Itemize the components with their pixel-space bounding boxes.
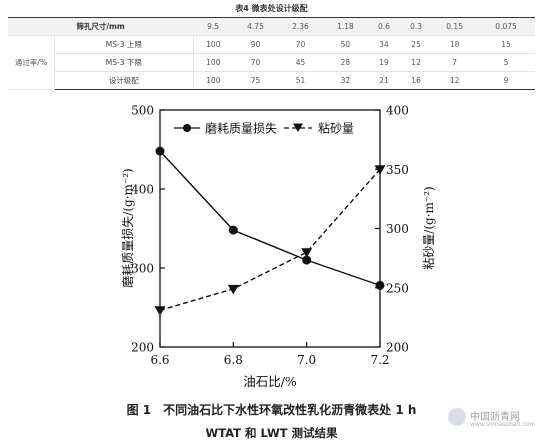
x-tick-label: 6.8 [224, 353, 243, 367]
table-cell: 70 [233, 53, 278, 72]
table-cell: 19 [367, 53, 401, 72]
y-axis-left-label: 磨耗质量损失/(g·m⁻²) [120, 168, 135, 287]
y-right-tick-label: 200 [386, 341, 409, 355]
data-point-sand-adhesion [227, 284, 239, 295]
watermark-logo-icon [448, 408, 466, 426]
header-cell: 2.36 [277, 17, 323, 36]
passing-rate-label: 通过率/% [8, 35, 55, 90]
table-cell: 5 [477, 53, 535, 72]
table-cell: 12 [432, 71, 478, 90]
row-label: 设计级配 [54, 71, 194, 90]
table-cell: 100 [193, 53, 234, 72]
x-axis-label: 油石比/% [243, 374, 297, 389]
data-point-sand-adhesion [301, 248, 313, 258]
watermark: 中国沥青网 www.sinoasphalt.com [448, 408, 540, 430]
y-left-tick-label: 400 [131, 183, 154, 197]
y-right-tick-label: 400 [386, 104, 409, 118]
table-cell: 51 [277, 71, 323, 90]
data-point-abrasion-loss [155, 146, 165, 156]
table-cell: 32 [322, 71, 368, 90]
legend-label-loss: 磨耗质量损失 [205, 121, 277, 136]
table-caption: 表4 微表处设计级配 [235, 4, 308, 13]
row-label: MS-3 上限 [54, 35, 194, 54]
y-right-tick-label: 300 [386, 222, 409, 236]
header-cell: 9.5 [193, 17, 234, 36]
legend: 磨耗质量损失 粘砂量 [174, 121, 354, 136]
table-row: 通过率/% MS-3 上限 100 90 70 50 34 25 18 15 [8, 35, 535, 90]
plot-frame [159, 109, 381, 348]
header-cell: 1.18 [322, 17, 368, 36]
table-cell: 9 [477, 71, 535, 90]
header-cell: 0.6 [367, 17, 401, 36]
figure-caption-line-2: WTAT 和 LWT 测试结果 [205, 426, 338, 440]
x-tick-label: 6.6 [150, 353, 169, 367]
y-left-tick-label: 300 [131, 262, 154, 276]
table-cell: 18 [432, 35, 478, 54]
figure-caption: 图 1 不同油石比下水性环氧改性乳化沥青微表处 1 h [126, 403, 417, 417]
header-cell: 4.75 [233, 17, 278, 36]
series-line-abrasion-loss [159, 150, 381, 287]
data-point-abrasion-loss [228, 225, 238, 235]
table-row: MS-3 下限 100 70 45 28 19 12 7 5 [8, 53, 535, 72]
x-tick-label: 7.0 [297, 353, 316, 367]
table-cell: 12 [400, 53, 433, 72]
table-cell: 100 [193, 71, 234, 90]
table-row: 设计级配 100 75 51 32 21 16 12 9 [8, 71, 535, 90]
y-left-tick-label: 500 [131, 104, 154, 118]
data-point-sand-adhesion [154, 306, 166, 316]
y-axis-right-label: 粘砂量/(g·m⁻²) [421, 186, 436, 269]
table-cell: 16 [400, 71, 433, 90]
y-left-tick-label: 200 [131, 341, 154, 355]
header-cell: 0.15 [432, 17, 478, 36]
y-right-tick-label: 350 [386, 163, 409, 177]
series-line-sand-adhesion [159, 168, 381, 311]
table-cell: 28 [322, 53, 368, 72]
legend-marker-loss [183, 124, 191, 132]
table-cell: 90 [233, 35, 278, 54]
data-point-sand-adhesion [374, 165, 386, 175]
row-label: MS-3 下限 [54, 53, 194, 72]
dual-axis-line-chart: 200 300 400 500 200 250 300 350 400 6.6 6.8 7.0 7.… [120, 104, 436, 390]
table-cell: 50 [322, 35, 368, 54]
table-cell: 7 [432, 53, 478, 72]
header-cell: 0.3 [400, 17, 433, 36]
watermark-url: www.sinoasphalt.com [470, 421, 536, 428]
table-cell: 15 [477, 35, 535, 54]
table-cell: 25 [400, 35, 433, 54]
table-cell: 100 [193, 35, 234, 54]
table-cell: 45 [277, 53, 323, 72]
table-cell: 21 [367, 71, 401, 90]
table-cell: 70 [277, 35, 323, 54]
sieve-size-header: 筛孔尺寸/mm [8, 17, 194, 36]
y-right-tick-label: 250 [386, 281, 409, 295]
table-header-row: 筛孔尺寸/mm 9.5 4.75 2.36 1.18 0.6 0.3 0.15 … [8, 17, 535, 36]
data-point-abrasion-loss [375, 280, 385, 290]
data-point-abrasion-loss [302, 255, 312, 265]
header-cell: 0.075 [477, 17, 535, 36]
table-cell: 75 [233, 71, 278, 90]
x-tick-label: 7.2 [370, 353, 389, 367]
legend-label-sand: 粘砂量 [318, 121, 354, 136]
table-cell: 34 [367, 35, 401, 54]
gradation-table: 筛孔尺寸/mm 9.5 4.75 2.36 1.18 0.6 0.3 0.15 … [8, 17, 535, 90]
legend-marker-sand [293, 123, 303, 132]
watermark-name: 中国沥青网 [470, 412, 520, 423]
